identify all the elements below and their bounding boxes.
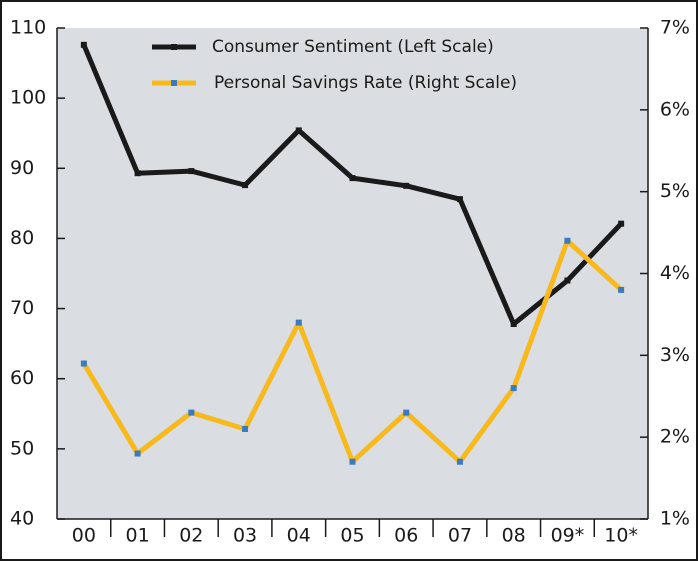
point-marker	[618, 286, 625, 293]
legend-label: Personal Savings Rate (Right Scale)	[214, 73, 517, 93]
point-marker	[242, 425, 249, 432]
x-tick-label: 10*	[604, 525, 638, 547]
x-tick-label: 05	[340, 525, 364, 547]
point-marker	[295, 319, 302, 326]
point-marker	[242, 182, 249, 189]
point-marker	[349, 175, 356, 182]
y-tick-label: 70	[10, 297, 34, 319]
point-marker	[510, 321, 517, 328]
y2-tick-label: 5%	[660, 180, 690, 202]
y2-tick-label: 7%	[660, 17, 690, 39]
point-marker	[564, 277, 571, 284]
point-marker	[456, 196, 463, 203]
y-tick-label: 80	[10, 227, 34, 249]
point-marker	[510, 385, 517, 392]
point-marker	[618, 220, 625, 227]
x-tick-label: 07	[448, 525, 472, 547]
x-tick-label: 09*	[551, 525, 585, 547]
point-marker	[134, 450, 141, 457]
y-tick-label: 40	[10, 508, 34, 530]
x-tick-label: 06	[394, 525, 418, 547]
y2-tick-label: 4%	[660, 262, 690, 284]
y-tick-label: 90	[10, 157, 34, 179]
point-marker	[188, 409, 195, 416]
point-marker	[134, 170, 141, 177]
point-marker	[80, 41, 87, 48]
y2-tick-label: 6%	[660, 98, 690, 120]
x-tick-label: 04	[287, 525, 311, 547]
legend-marker	[171, 44, 177, 50]
point-marker	[456, 458, 463, 465]
y2-tick-label: 1%	[660, 508, 690, 530]
x-tick-label: 00	[72, 525, 96, 547]
x-tick-label: 08	[502, 525, 526, 547]
point-marker	[188, 168, 195, 175]
legend-marker	[171, 80, 177, 86]
point-marker	[80, 360, 87, 367]
x-tick-label: 02	[179, 525, 203, 547]
x-tick-label: 01	[125, 525, 149, 547]
point-marker	[349, 458, 356, 465]
y2-tick-label: 2%	[660, 426, 690, 448]
y-tick-label: 110	[10, 17, 46, 39]
y-tick-label: 60	[10, 367, 34, 389]
y-tick-label: 50	[10, 437, 34, 459]
y2-tick-label: 3%	[660, 344, 690, 366]
point-marker	[295, 127, 302, 134]
y-tick-label: 100	[10, 87, 46, 109]
legend-label: Consumer Sentiment (Left Scale)	[212, 37, 494, 57]
point-marker	[564, 237, 571, 244]
x-tick-label: 03	[233, 525, 257, 547]
point-marker	[403, 182, 410, 189]
point-marker	[403, 409, 410, 416]
